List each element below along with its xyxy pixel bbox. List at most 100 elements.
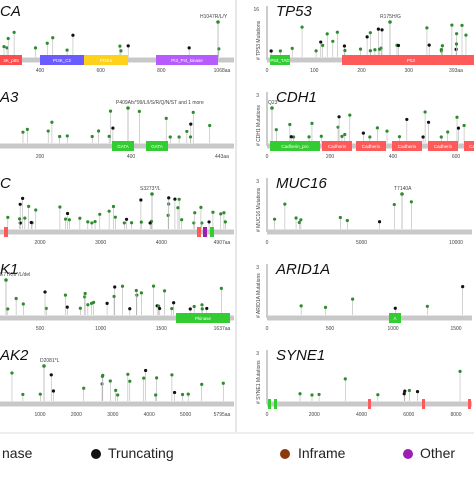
axis-tick-label: 200 <box>326 154 335 160</box>
axis-tick-label: 5000 <box>356 240 367 246</box>
axis-tick-label: 100 <box>310 68 319 74</box>
hotspot-annotation: P409Afs*99/L/I/S/R/Q/N/ST and 1 more <box>116 100 204 106</box>
mutation-dot <box>168 135 172 139</box>
axis-tick-label: 443aa <box>215 154 229 160</box>
mutation-dot <box>58 205 62 209</box>
mutation-dot <box>338 215 342 220</box>
mutation-dot <box>455 115 459 119</box>
domain-label: PI3_PI4_kinase <box>171 58 203 63</box>
domain-label: Cadherin <box>362 144 381 149</box>
mutation-dot <box>5 46 9 50</box>
axis-tick-label: 500 <box>326 326 335 332</box>
mutation-dot <box>58 134 62 139</box>
domain-label: P53 <box>407 58 416 63</box>
mutation-dot <box>294 216 298 220</box>
axis-tick-label: 0 <box>266 326 269 332</box>
protein-backbone <box>267 315 472 321</box>
mutation-dot <box>164 116 168 121</box>
mutation-dot <box>78 306 82 310</box>
legend-label-0: nase <box>2 445 33 461</box>
y-axis-label: # CDH1 Mutations <box>256 105 262 146</box>
hotspot-annotation: D2081*L <box>40 358 60 364</box>
axis-tick-label: 393aa <box>449 68 463 74</box>
mutation-dot <box>454 42 459 46</box>
domain-label: Cadherin_pro <box>281 144 309 149</box>
axis-tick-label: 4000 <box>156 240 167 246</box>
axis-tick-label: 1000 <box>34 412 45 418</box>
mutation-dot <box>345 218 349 223</box>
domain-box <box>392 141 422 151</box>
mutation-dot <box>396 43 401 48</box>
mutation-dot <box>105 301 109 305</box>
axis-tick-label: 600 <box>96 68 105 74</box>
axis-tick-label: 800 <box>157 68 166 74</box>
mutation-dot <box>113 285 117 289</box>
mutation-dot <box>51 389 56 393</box>
mutation-dot <box>135 293 139 297</box>
mutation-dot <box>393 306 397 310</box>
mutation-dot <box>18 202 22 206</box>
mutation-dot <box>139 198 143 202</box>
legend-label-3: Other <box>420 445 455 461</box>
mutation-dot <box>144 368 148 373</box>
mutation-dot <box>142 376 146 380</box>
panel-title: MUC16 <box>276 175 328 192</box>
protein-backbone <box>0 401 234 407</box>
mutation-dot <box>21 130 25 134</box>
axis-tick-label: 400 <box>127 154 136 160</box>
mutation-dot <box>63 293 68 297</box>
mutation-dot <box>166 213 170 217</box>
hotspot-dot <box>150 192 154 196</box>
mutation-dot <box>188 307 192 311</box>
mutation-dot <box>14 296 18 301</box>
mutation-dot <box>100 382 104 386</box>
mutation-dot <box>180 392 185 397</box>
mutation-dot <box>167 196 171 200</box>
mutation-dot <box>368 135 372 139</box>
mutation-dot <box>200 382 204 386</box>
axis-tick-label: 4000 <box>144 412 155 418</box>
panel-title: C <box>0 175 11 192</box>
legend-dot-truncating <box>91 449 101 459</box>
mutation-dot <box>323 305 328 309</box>
axis-tick-label: 2000 <box>309 412 320 418</box>
mutation-dot <box>185 129 189 134</box>
domain-box <box>84 55 128 65</box>
hotspot-annotation: T7140A <box>394 186 412 192</box>
mutation-dot <box>223 220 227 224</box>
y-axis-label: # SYNE1 Mutations <box>256 360 262 404</box>
mutation-dot <box>269 49 273 53</box>
mutation-dot <box>27 204 31 208</box>
hotspot-annotation: Q23* <box>268 100 279 106</box>
axis-tick-label: 4000 <box>356 412 367 418</box>
mutation-dot <box>289 135 293 139</box>
mutation-dot <box>464 33 468 37</box>
axis-tick-label: 1000 <box>95 326 106 332</box>
legend-label-1: Truncating <box>108 445 174 461</box>
y-axis-label: # MUC16 Mutations <box>256 187 262 232</box>
mutation-dot <box>274 128 278 132</box>
mutation-dot <box>325 32 329 36</box>
mutation-dot <box>107 209 111 213</box>
mutation-dot <box>44 306 48 311</box>
mutation-dot <box>368 49 372 53</box>
mutation-dot <box>157 304 161 308</box>
mutation-dot <box>385 129 389 133</box>
mutation-dot <box>288 122 292 127</box>
mutation-dot <box>155 376 159 380</box>
mutation-dot <box>221 381 225 385</box>
mutation-dot <box>358 47 363 51</box>
mutation-dot <box>122 221 126 225</box>
mutation-dot <box>409 200 413 204</box>
domain-box <box>40 55 84 65</box>
mutation-dot <box>439 135 443 139</box>
domain-box <box>422 399 425 409</box>
mutation-dot <box>222 211 226 215</box>
mutation-dot <box>21 392 25 397</box>
mutation-dot <box>187 46 191 50</box>
mutation-dot <box>307 135 311 139</box>
y-max-label: 3 <box>256 351 259 357</box>
domain-label: GATA <box>117 144 129 149</box>
mutation-dot <box>403 389 407 393</box>
domain-box <box>146 141 168 151</box>
